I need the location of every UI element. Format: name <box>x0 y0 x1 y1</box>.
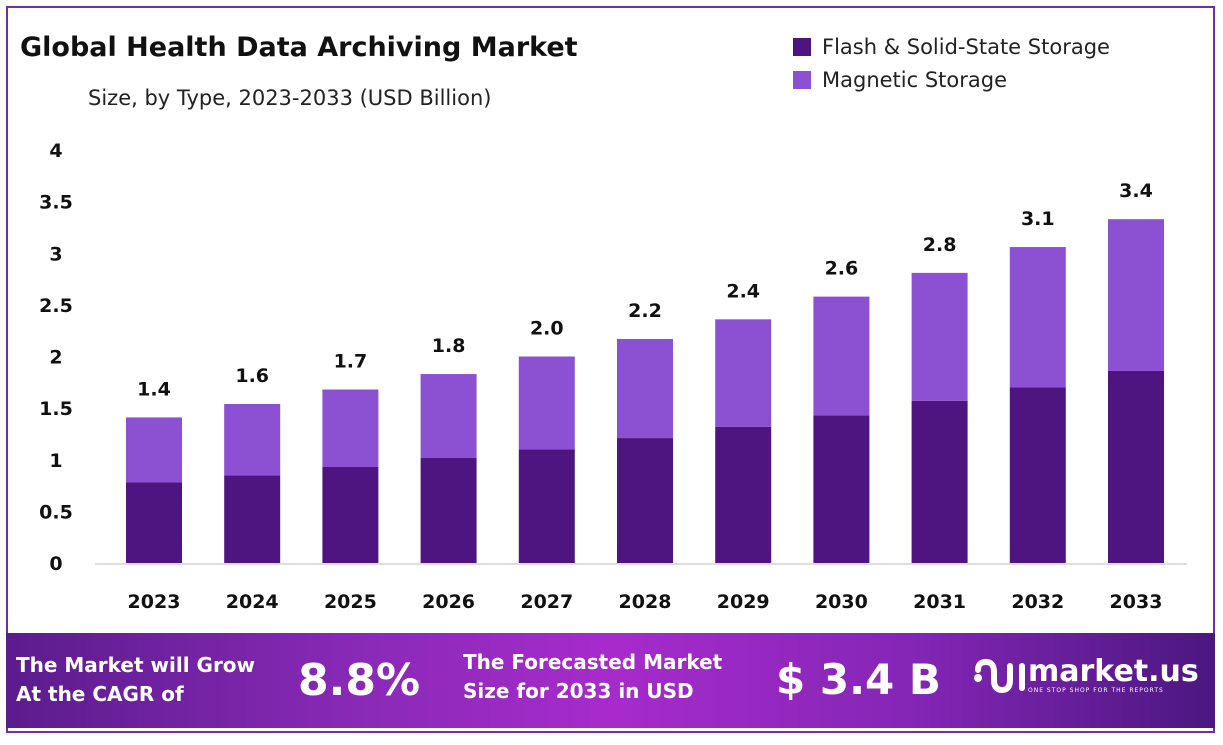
cagr-label-line: At the CAGR of <box>16 682 184 706</box>
bar-segment-magnetic <box>322 389 379 467</box>
bar-segment-magnetic <box>1108 219 1164 371</box>
bar-segment-flash <box>617 438 673 563</box>
bar-segment-magnetic <box>224 403 281 476</box>
bar-chart: 0 0.5 1 1.5 2 2.5 3 3.5 4 1.4 2023 1.6 2024 1.7 2025 1.… <box>39 140 1187 613</box>
x-tick-label: 2024 <box>226 591 279 613</box>
total-data-label: 2.6 <box>825 258 859 280</box>
y-tick-label: 1.5 <box>39 398 73 420</box>
legend-label: Flash & Solid-State Storage <box>822 34 1110 59</box>
cagr-label: The Market will Grow At the CAGR of <box>16 651 255 709</box>
x-tick-label: 2026 <box>422 591 475 613</box>
x-tick-label: 2028 <box>619 591 672 613</box>
x-tick-label: 2030 <box>815 591 868 613</box>
legend-item-flash: Flash & Solid-State Storage <box>793 30 1110 63</box>
bar-segment-magnetic <box>813 296 870 416</box>
bar-segment-flash <box>420 457 477 563</box>
bar-segment-magnetic <box>126 417 182 483</box>
forecast-label: The Forecasted Market Size for 2033 in US… <box>463 648 722 706</box>
x-tick-label: 2029 <box>717 591 770 613</box>
market-us-logo: market.us ONE STOP SHOP FOR THE REPORTS <box>972 657 1199 694</box>
bar-segment-magnetic <box>715 319 772 427</box>
bar-segment-flash <box>1009 387 1066 563</box>
logo-icon <box>974 658 1025 693</box>
total-data-label: 2.0 <box>530 318 564 340</box>
y-tick-label: 2.5 <box>39 295 73 317</box>
chart-title: Global Health Data Archiving Market <box>20 32 578 63</box>
y-tick-label: 0 <box>49 553 62 575</box>
chart-subtitle: Size, by Type, 2023-2033 (USD Billion) <box>88 86 492 110</box>
chart-frame <box>6 6 1215 733</box>
bar-segment-magnetic <box>617 338 673 439</box>
legend-label: Magnetic Storage <box>822 67 1008 92</box>
y-tick-label: 4 <box>49 140 62 162</box>
bar-segment-flash <box>1108 370 1164 563</box>
forecast-label-line: Size for 2033 in USD <box>463 679 694 703</box>
bar-segment-flash <box>911 400 968 563</box>
bar-segment-magnetic <box>518 356 575 450</box>
bar-segment-flash <box>813 415 870 563</box>
y-tick-label: 3 <box>49 243 62 265</box>
bar-segment-magnetic <box>911 272 968 401</box>
forecast-value: $ 3.4 B <box>776 655 941 704</box>
legend-swatch <box>793 37 811 56</box>
bar-segment-flash <box>322 466 379 563</box>
bar-segment-flash <box>224 475 281 563</box>
legend-item-magnetic: Magnetic Storage <box>793 63 1110 96</box>
x-tick-label: 2027 <box>520 591 573 613</box>
brand-name: market.us <box>1028 654 1199 689</box>
y-tick-label: 2 <box>49 347 62 369</box>
bar-segment-flash <box>518 449 575 563</box>
x-tick-label: 2032 <box>1011 591 1064 613</box>
x-tick-label: 2025 <box>324 591 377 613</box>
x-tick-label: 2023 <box>128 591 181 613</box>
bar-segment-magnetic <box>1009 247 1066 388</box>
total-data-label: 1.4 <box>137 378 171 400</box>
y-tick-label: 0.5 <box>39 501 73 523</box>
legend-swatch <box>793 70 811 89</box>
bar-segment-flash <box>715 426 772 563</box>
forecast-label-line: The Forecasted Market <box>463 650 723 674</box>
total-data-label: 1.6 <box>235 365 269 387</box>
total-data-label: 2.8 <box>923 234 957 256</box>
cagr-value: 8.8% <box>298 655 421 706</box>
brand-tagline: ONE STOP SHOP FOR THE REPORTS <box>1028 687 1164 694</box>
total-data-label: 2.4 <box>726 280 760 302</box>
total-data-label: 3.1 <box>1021 208 1055 230</box>
total-data-label: 1.7 <box>334 351 368 373</box>
y-tick-label: 1 <box>49 450 62 472</box>
legend: Flash & Solid-State Storage Magnetic Sto… <box>793 30 1110 96</box>
footer-banner: The Market will Grow At the CAGR of 8.8% … <box>6 633 1215 728</box>
total-data-label: 2.2 <box>628 300 662 322</box>
total-data-label: 3.4 <box>1119 180 1153 202</box>
total-data-label: 1.8 <box>432 335 466 357</box>
bar-segment-flash <box>126 482 182 563</box>
bar-segment-magnetic <box>420 374 477 458</box>
y-tick-label: 3.5 <box>39 192 73 214</box>
x-tick-label: 2031 <box>913 591 966 613</box>
x-tick-label: 2033 <box>1110 591 1163 613</box>
cagr-label-line: The Market will Grow <box>16 653 256 677</box>
